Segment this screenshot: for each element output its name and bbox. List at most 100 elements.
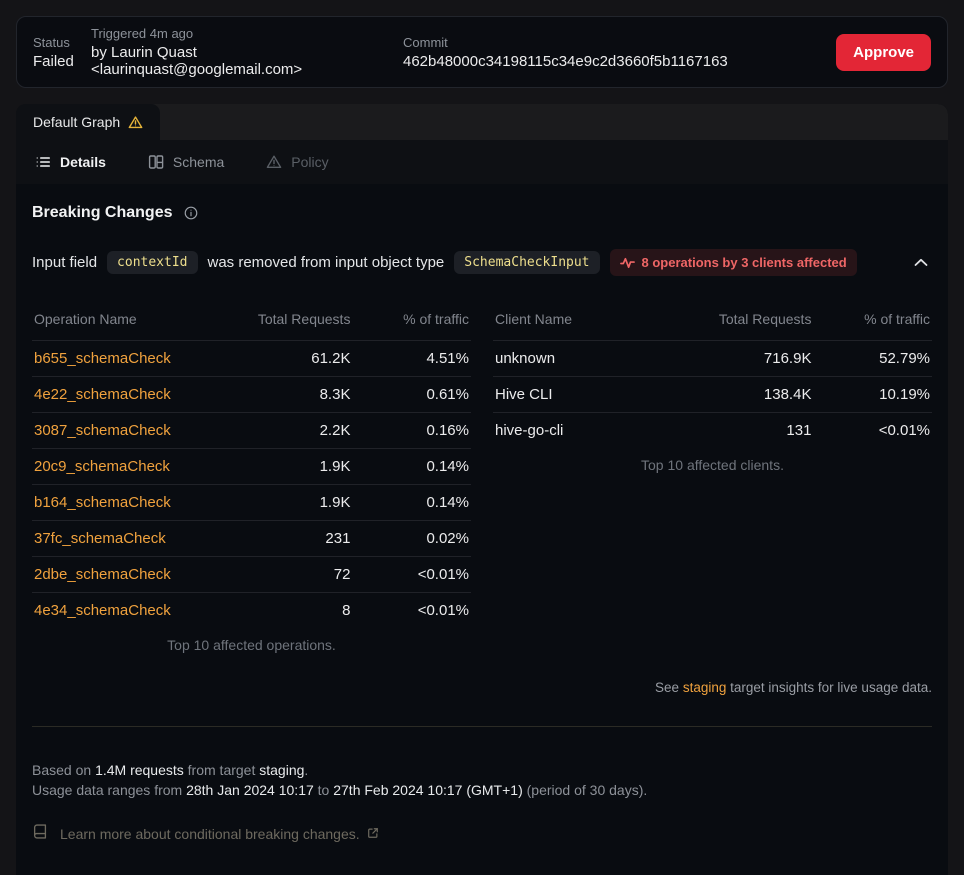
approve-button[interactable]: Approve xyxy=(836,33,931,71)
staging-target-link[interactable]: staging xyxy=(682,680,727,695)
column-header: Client Name xyxy=(493,305,695,341)
list-icon xyxy=(35,154,51,170)
cell-value: 2.2K xyxy=(233,412,353,449)
column-header: % of traffic xyxy=(813,305,932,341)
info-icon[interactable] xyxy=(184,206,198,220)
operation-name-cell: 2dbe_schemaCheck xyxy=(32,556,234,593)
cell-value: 0.02% xyxy=(352,520,471,557)
range-pre: Usage data ranges from xyxy=(32,782,187,798)
table-row: 37fc_schemaCheck 231 0.02% xyxy=(32,520,471,557)
operations-caption: Top 10 affected operations. xyxy=(167,637,336,653)
check-summary-bar: Status Failed Triggered 4m ago by Laurin… xyxy=(16,16,948,88)
operation-link[interactable]: 37fc_schemaCheck xyxy=(34,530,166,547)
table-row: b164_schemaCheck 1.9K 0.14% xyxy=(32,484,471,521)
cell-value: <0.01% xyxy=(352,556,471,593)
triggered-value: by Laurin Quast <laurinquast@googlemail.… xyxy=(91,44,303,78)
cell-value: <0.01% xyxy=(417,602,469,619)
operation-name-cell: b655_schemaCheck xyxy=(32,340,234,377)
status-value: Failed xyxy=(33,52,74,70)
cell-value: 61.2K xyxy=(233,340,353,377)
affected-operations-badge[interactable]: 8 operations by 3 clients affected xyxy=(609,249,857,276)
table-row: unknown 716.9K 52.79% xyxy=(493,340,932,377)
operations-table: Operation Name Total Requests% of traffic… xyxy=(32,305,471,628)
learn-more-label: Learn more about conditional breaking ch… xyxy=(60,826,360,842)
client-name-cell: Hive CLI xyxy=(493,376,695,413)
cell-value: 0.16% xyxy=(352,412,471,449)
operation-name-cell: b164_schemaCheck xyxy=(32,484,234,521)
usage-tables: Operation Name Total Requests% of traffic… xyxy=(32,305,932,653)
cell-value: 4.51% xyxy=(352,340,471,377)
operation-link[interactable]: 4e22_schemaCheck xyxy=(34,386,171,403)
check-panel: Default Graph xyxy=(16,104,948,875)
tab-details-label: Details xyxy=(60,154,106,170)
commit-label: Commit xyxy=(403,34,448,50)
graph-tab-label: Default Graph xyxy=(33,114,121,130)
operation-link[interactable]: 2dbe_schemaCheck xyxy=(34,566,171,583)
clients-caption: Top 10 affected clients. xyxy=(641,457,784,473)
cell-value: 8 xyxy=(342,602,351,619)
cell-value: 52.79% xyxy=(813,340,932,377)
change-middle: was removed from input object type xyxy=(207,254,445,271)
tab-details[interactable]: Details xyxy=(35,154,106,170)
based-requests: 1.4M requests xyxy=(95,762,184,778)
tab-default-graph[interactable]: Default Graph xyxy=(16,104,161,140)
schema-icon xyxy=(148,154,164,170)
cell-value: 0.14% xyxy=(352,484,471,521)
external-link-icon xyxy=(367,824,379,844)
field-code-badge: contextId xyxy=(107,251,198,274)
based-post: . xyxy=(304,762,309,778)
operation-link[interactable]: 20c9_schemaCheck xyxy=(34,458,170,475)
table-row: 3087_schemaCheck 2.2K 0.16% xyxy=(32,412,471,449)
schema-check-page: Status Failed Triggered 4m ago by Laurin… xyxy=(0,16,964,875)
cell-value: 72 xyxy=(233,556,353,593)
operation-link[interactable]: b164_schemaCheck xyxy=(34,494,171,511)
table-row: 4e22_schemaCheck 8.3K 0.61% xyxy=(32,376,471,413)
triggered-label: Triggered 4m ago xyxy=(91,26,194,41)
range-to: 27th Feb 2024 10:17 (GMT+1) xyxy=(333,782,523,798)
cell-value: 10.19% xyxy=(813,376,932,413)
range-line: Usage data ranges from 28th Jan 2024 10:… xyxy=(32,780,932,800)
commit-block: Commit 462b48000c34198115c34e9c2d3660f5b… xyxy=(403,35,836,70)
learn-more-link[interactable]: Learn more about conditional breaking ch… xyxy=(32,823,932,845)
breaking-changes-header: Breaking Changes xyxy=(32,204,932,222)
clients-table-section: Client Name Total Requests% of traffic unk… xyxy=(493,305,932,653)
operation-link[interactable]: 3087_schemaCheck xyxy=(34,422,171,439)
commit-value: 462b48000c34198115c34e9c2d3660f5b1167163 xyxy=(403,52,728,70)
tab-policy[interactable]: Policy xyxy=(266,154,329,170)
operation-name-cell: 4e34_schemaCheck xyxy=(32,593,234,629)
operation-name-cell: 37fc_schemaCheck xyxy=(32,520,234,557)
book-icon xyxy=(32,823,49,845)
clients-table: Client Name Total Requests% of traffic unk… xyxy=(493,305,932,448)
status-label: Status xyxy=(33,34,70,50)
operation-name-cell: 4e22_schemaCheck xyxy=(32,376,234,413)
operation-link[interactable]: 4e34_schemaCheck xyxy=(34,602,171,619)
client-name-cell: hive-go-cli xyxy=(495,422,564,439)
operation-name-cell: 3087_schemaCheck xyxy=(32,412,234,449)
tab-policy-label: Policy xyxy=(291,154,329,170)
table-row: 4e34_schemaCheck 8 <0.01% xyxy=(32,593,471,629)
table-row: Hive CLI 138.4K 10.19% xyxy=(493,376,932,413)
tab-schema[interactable]: Schema xyxy=(148,154,224,170)
page-title: Breaking Changes xyxy=(32,204,173,221)
operation-link[interactable]: b655_schemaCheck xyxy=(34,350,171,367)
cell-value: 1.9K xyxy=(233,484,353,521)
chevron-up-icon[interactable] xyxy=(914,258,932,267)
type-code-badge: SchemaCheckInput xyxy=(454,251,600,274)
usage-footer: Based on 1.4M requests from target stagi… xyxy=(32,760,932,845)
table-row: 20c9_schemaCheck 1.9K 0.14% xyxy=(32,448,471,485)
change-prefix: Input field xyxy=(32,254,98,271)
affected-badge-label: 8 operations by 3 clients affected xyxy=(641,255,847,270)
table-row: b655_schemaCheck 61.2K 4.51% xyxy=(32,340,471,377)
status-block: Status Failed xyxy=(33,35,91,70)
range-from: 28th Jan 2024 10:17 xyxy=(186,782,314,798)
cell-value: 0.14% xyxy=(352,448,471,485)
cell-value: <0.01% xyxy=(878,422,930,439)
breaking-change-row[interactable]: Input field contextId was removed from i… xyxy=(32,249,932,276)
cell-value: 8.3K xyxy=(233,376,353,413)
operations-table-section: Operation Name Total Requests% of traffic… xyxy=(32,305,471,653)
see-note-post: target insights for live usage data. xyxy=(726,680,932,695)
tab-schema-label: Schema xyxy=(172,154,225,170)
based-pre: Based on xyxy=(32,762,96,778)
column-header: Total Requests xyxy=(233,305,353,341)
triggered-block: Triggered 4m ago by Laurin Quast <laurin… xyxy=(91,26,403,78)
